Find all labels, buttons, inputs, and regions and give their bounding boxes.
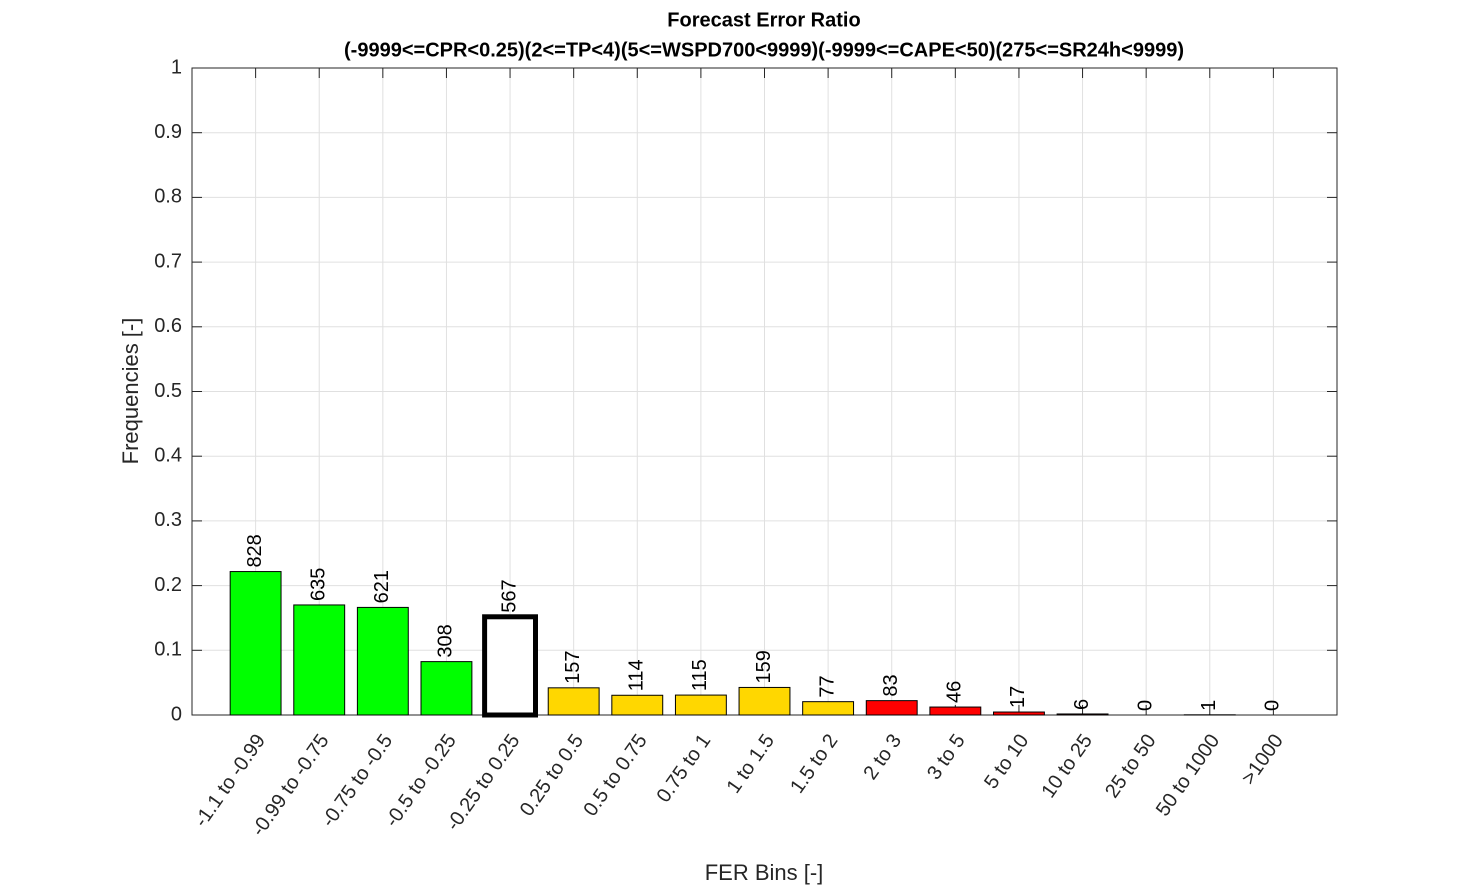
bar <box>738 686 791 716</box>
y-tick-label: 0.7 <box>154 250 182 272</box>
x-tick-label: 1.5 to 2 <box>786 730 842 797</box>
y-tick-label: 0.9 <box>154 121 182 143</box>
x-tick-label: 1 to 1.5 <box>723 730 779 797</box>
count-label: 567 <box>498 579 520 612</box>
bar <box>802 701 855 716</box>
bar <box>674 694 727 716</box>
count-label: 1 <box>1198 700 1220 711</box>
bar <box>356 606 409 716</box>
count-label: 83 <box>880 674 902 696</box>
bar <box>929 706 982 716</box>
count-label: 115 <box>689 659 711 691</box>
y-tick-label: 0.3 <box>154 509 182 531</box>
bar <box>1056 713 1109 716</box>
bar <box>993 711 1045 716</box>
y-tick-label: 0.8 <box>154 186 182 208</box>
y-tick-label: 0.2 <box>154 574 182 596</box>
count-label: 157 <box>562 650 584 683</box>
bar <box>482 614 539 718</box>
x-tick-label: >1000 <box>1238 730 1288 789</box>
count-label: 159 <box>753 650 775 683</box>
y-tick-label: 0 <box>171 703 182 725</box>
y-axis-label: Frequencies [-] <box>118 318 143 465</box>
chart-title: Forecast Error Ratio <box>667 9 860 31</box>
bar <box>547 687 600 716</box>
y-tick-label: 0.5 <box>154 380 182 402</box>
x-tick-label: 2 to 3 <box>859 730 906 784</box>
bar <box>229 571 282 716</box>
count-label: 6 <box>1071 699 1093 710</box>
bar <box>293 604 346 716</box>
count-label: 0 <box>1134 700 1156 711</box>
bar <box>865 700 918 716</box>
x-tick-label: 5 to 10 <box>980 730 1033 793</box>
x-tick-label: 25 to 50 <box>1101 730 1160 802</box>
count-label: 0 <box>1262 700 1284 711</box>
x-tick-label: 50 to 1000 <box>1152 730 1224 820</box>
y-tick-label: 1 <box>171 56 182 78</box>
count-label: 114 <box>626 659 648 691</box>
count-label: 17 <box>1007 686 1029 708</box>
x-tick-label: 3 to 5 <box>923 730 970 784</box>
count-label: 621 <box>371 570 393 603</box>
count-label: 828 <box>244 534 266 567</box>
bar <box>420 661 473 716</box>
x-axis-label: FER Bins [-] <box>705 860 824 885</box>
x-tick-label: 0.75 to 1 <box>653 730 716 806</box>
x-tick-label: 0.5 to 0.75 <box>579 730 651 820</box>
count-label: 46 <box>944 681 966 703</box>
bar <box>611 694 664 716</box>
y-tick-label: 0.1 <box>154 639 182 661</box>
y-tick-label: 0.4 <box>154 444 182 466</box>
x-tick-label: 0.25 to 0.5 <box>516 730 588 820</box>
x-tick-label: 10 to 25 <box>1037 730 1096 802</box>
count-label: 635 <box>308 568 330 601</box>
y-tick-label: 0.6 <box>154 315 182 337</box>
chart-subtitle: (-9999<=CPR<0.25)(2<=TP<4)(5<=WSPD700<99… <box>344 39 1184 61</box>
count-label: 77 <box>816 675 838 697</box>
count-label: 308 <box>435 624 457 657</box>
